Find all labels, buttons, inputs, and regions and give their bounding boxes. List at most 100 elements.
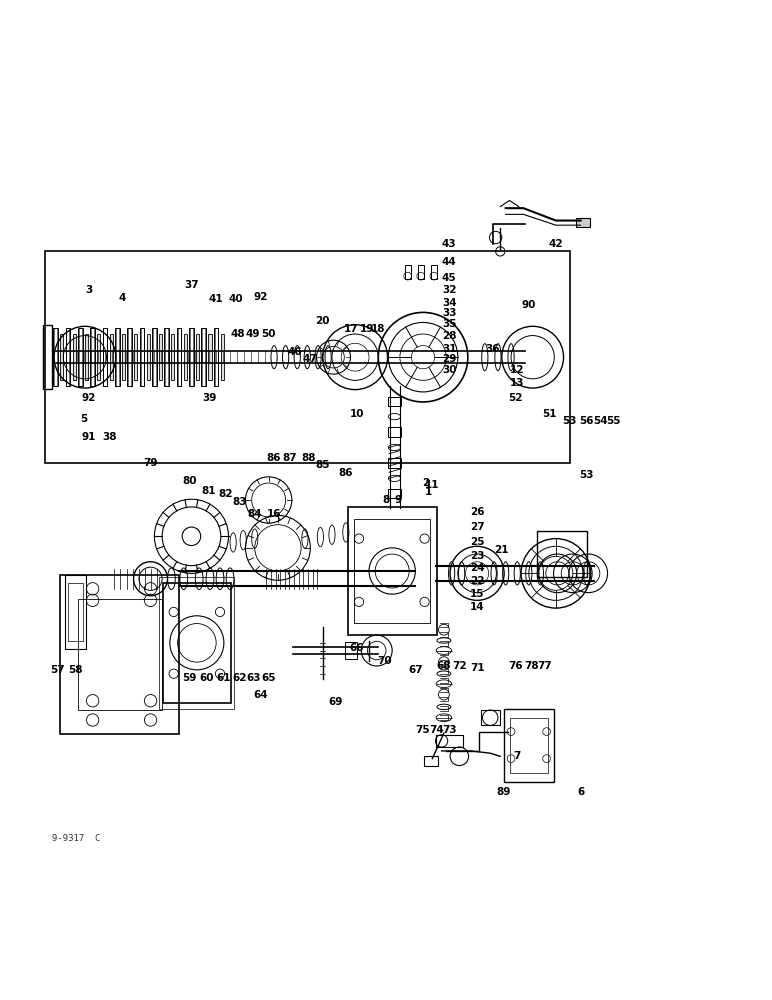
Text: 42: 42 [549, 239, 563, 249]
Bar [189, 328, 194, 386]
Text: 30: 30 [442, 365, 456, 375]
Bar [424, 756, 438, 766]
Text: 1: 1 [425, 487, 432, 497]
Bar [184, 334, 187, 380]
Bar [163, 583, 231, 703]
Text: 88: 88 [302, 453, 316, 463]
Text: 7: 7 [513, 751, 521, 761]
Bar [208, 334, 212, 380]
Bar [115, 328, 120, 386]
Text: 31: 31 [442, 344, 456, 354]
Bar [196, 334, 199, 380]
Text: 59: 59 [182, 673, 196, 683]
Text: 83: 83 [232, 497, 246, 507]
Text: 33: 33 [442, 308, 456, 318]
Text: 35: 35 [442, 319, 456, 329]
Bar [68, 583, 83, 641]
Bar [431, 265, 437, 279]
Bar [152, 328, 157, 386]
Bar [510, 718, 548, 773]
Text: 91: 91 [82, 432, 96, 442]
Text: 74: 74 [428, 725, 444, 735]
Text: 44: 44 [442, 257, 457, 267]
Bar [60, 334, 63, 380]
Text: 92: 92 [254, 292, 268, 302]
Text: 70: 70 [378, 656, 391, 666]
Text: 3: 3 [85, 285, 93, 295]
Bar [160, 577, 234, 709]
Text: 16: 16 [267, 509, 281, 519]
Text: 76: 76 [509, 661, 523, 671]
Bar [65, 575, 86, 649]
Text: 34: 34 [442, 298, 456, 308]
Text: 82: 82 [218, 489, 232, 499]
Text: 75: 75 [416, 725, 430, 735]
Text: 67: 67 [408, 665, 422, 675]
Text: 43: 43 [442, 239, 456, 249]
Bar [78, 599, 161, 710]
Bar [122, 334, 125, 380]
Bar [59, 575, 179, 734]
Text: 41: 41 [209, 294, 223, 304]
Bar [347, 507, 436, 635]
Bar [134, 334, 137, 380]
Text: 47: 47 [303, 354, 318, 364]
Bar [388, 458, 401, 468]
Text: 65: 65 [262, 673, 276, 683]
Text: 13: 13 [510, 378, 524, 388]
Text: 52: 52 [509, 393, 523, 403]
Bar [73, 334, 76, 380]
Text: 56: 56 [580, 416, 594, 426]
Text: 66: 66 [350, 643, 364, 653]
Text: 8: 8 [382, 495, 390, 505]
Text: 71: 71 [470, 663, 484, 673]
Text: 15: 15 [470, 589, 484, 599]
Bar [43, 325, 52, 389]
Text: 64: 64 [254, 690, 268, 700]
Text: 57: 57 [51, 665, 65, 675]
Text: 54: 54 [594, 416, 608, 426]
Text: 78: 78 [524, 661, 538, 671]
Text: 27: 27 [470, 522, 484, 532]
Bar [480, 710, 500, 725]
Bar [418, 265, 424, 279]
Bar [503, 709, 554, 782]
Text: 23: 23 [470, 551, 484, 561]
Text: 24: 24 [470, 563, 484, 573]
Text: 9: 9 [394, 495, 401, 505]
Text: 49: 49 [246, 329, 260, 339]
Text: 22: 22 [470, 576, 484, 586]
Text: 39: 39 [203, 393, 217, 403]
Bar [159, 334, 162, 380]
Bar [388, 397, 401, 406]
Text: 40: 40 [229, 294, 242, 304]
Text: 89: 89 [496, 787, 510, 797]
Text: 63: 63 [246, 673, 260, 683]
Text: 86: 86 [339, 468, 353, 478]
Bar [435, 735, 462, 747]
Text: 73: 73 [442, 725, 456, 735]
Bar [78, 328, 83, 386]
Bar [103, 328, 107, 386]
Bar [221, 334, 224, 380]
Text: 69: 69 [329, 697, 343, 707]
Text: 6: 6 [577, 787, 584, 797]
Text: 25: 25 [470, 537, 484, 547]
Text: 12: 12 [510, 365, 524, 375]
Text: 18: 18 [371, 324, 385, 334]
Text: 14: 14 [470, 602, 484, 612]
Bar [177, 328, 181, 386]
Text: 85: 85 [316, 460, 330, 470]
Text: 17: 17 [344, 324, 358, 334]
Text: 77: 77 [537, 661, 552, 671]
Text: 11: 11 [425, 480, 439, 490]
Text: 26: 26 [470, 507, 484, 517]
Bar [85, 334, 88, 380]
Text: 46: 46 [288, 347, 302, 357]
Text: 48: 48 [231, 329, 245, 339]
Bar [97, 334, 100, 380]
Text: 4: 4 [118, 293, 126, 303]
Text: 45: 45 [442, 273, 456, 283]
Text: 2: 2 [422, 478, 430, 488]
Text: 62: 62 [232, 673, 246, 683]
